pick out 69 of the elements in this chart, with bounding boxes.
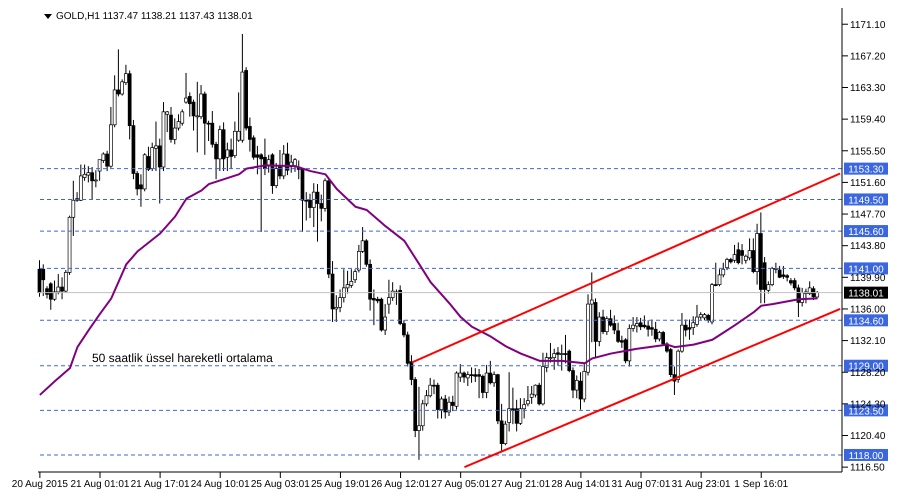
candlestick [740, 244, 744, 265]
y-tick-label: 1136.00 [850, 304, 886, 316]
candlestick [654, 321, 658, 343]
x-tick-label: 25 Aug 03:01 [250, 479, 310, 490]
candlestick [812, 286, 816, 301]
x-tick-label: 24 Aug 10:01 [190, 479, 250, 490]
candlestick [484, 364, 488, 399]
candlestick [443, 394, 448, 419]
y-tick-label: 1171.10 [850, 20, 886, 31]
candlestick [560, 344, 564, 372]
ref-line-label: 1149.50 [848, 195, 884, 206]
candlestick [658, 330, 662, 342]
x-tick-label: 21 Aug 17:01 [130, 479, 190, 490]
ref-line-label: 1145.60 [848, 227, 884, 238]
x-tick-label: 20 Aug 2015 [12, 479, 68, 490]
ref-line-label: 1138.01 [848, 288, 884, 300]
candlestick [154, 121, 158, 172]
candlestick [316, 184, 320, 242]
annotation: 50 saatlik üssel hareketli ortalama [92, 351, 273, 365]
y-tick-label: 1116.50 [850, 462, 886, 474]
candlestick [635, 316, 639, 333]
ref-line-label: 1134.60 [848, 316, 884, 328]
candlestick [477, 368, 481, 399]
candlestick [90, 166, 94, 200]
y-tick-label: 1132.10 [850, 336, 886, 348]
chart-title: GOLD,H1 1137.47 1138.21 1137.43 1138.01 [56, 11, 253, 22]
x-tick-label: 27 Aug 21:01 [491, 479, 551, 490]
candlestick [646, 320, 650, 338]
candlestick [518, 398, 522, 426]
ref-line-label: 1141.00 [848, 264, 884, 276]
x-tick-label: 21 Aug 01:01 [70, 479, 130, 490]
candlestick [172, 118, 177, 145]
candlestick [86, 166, 90, 183]
y-tick-label: 1163.30 [850, 83, 886, 94]
candlestick [38, 260, 42, 298]
candlestick [556, 346, 560, 366]
x-tick-label: 31 Aug 07:01 [612, 479, 671, 490]
candlestick [578, 372, 582, 410]
candlestick [180, 108, 184, 126]
candlestick [470, 366, 474, 384]
x-tick-label: 25 Aug 19:01 [310, 479, 370, 490]
y-tick-label: 1120.40 [850, 431, 886, 442]
y-tick-label: 1159.40 [850, 114, 886, 126]
candlestick [688, 318, 692, 340]
candlestick [447, 396, 451, 417]
candlestick [184, 72, 188, 104]
x-tick-label: 28 Aug 14:01 [551, 479, 611, 490]
y-tick-label: 1147.70 [850, 210, 886, 221]
candlestick [778, 265, 782, 279]
y-tick-label: 1155.50 [850, 146, 886, 158]
candlestick [195, 81, 200, 153]
x-tick-label: 1 Sep 16:01 [734, 479, 789, 490]
x-tick-label: 26 Aug 12:01 [371, 479, 430, 490]
candlestick [466, 370, 470, 387]
y-tick-label: 1143.80 [850, 241, 886, 252]
y-tick-label: 1139.90 [850, 272, 886, 284]
candlestick [41, 264, 46, 296]
candlestick [782, 265, 786, 280]
candlestick [736, 242, 740, 265]
x-tick-label: 27 Aug 05:01 [431, 479, 491, 490]
y-tick-label: 1167.20 [850, 51, 886, 62]
candlestick [308, 193, 312, 219]
ref-line-label: 1118.00 [848, 450, 884, 462]
candlestick [638, 317, 642, 331]
ref-line-label: 1153.30 [848, 164, 884, 176]
candlestick [462, 370, 466, 384]
x-tick-label: 31 Aug 23:01 [672, 479, 732, 490]
y-tick-label: 1151.60 [850, 178, 886, 189]
candlestick [732, 244, 736, 264]
